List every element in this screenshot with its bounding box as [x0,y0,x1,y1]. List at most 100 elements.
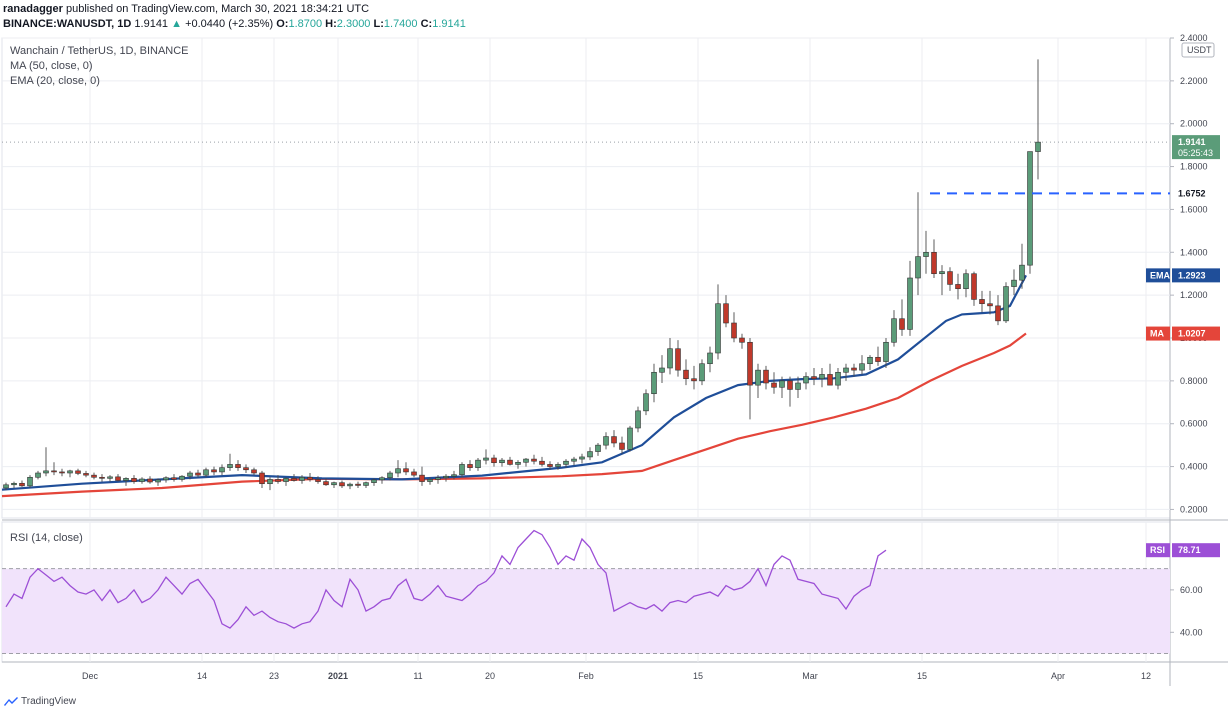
candle-down [731,322,737,339]
candle-down [131,478,137,482]
candle-down [955,284,961,290]
candle-down [195,472,201,476]
candle-down [419,474,425,482]
candle-down [315,479,321,482]
author-name[interactable]: ranadagger [3,3,63,15]
candle-up [363,482,369,486]
candle-down [827,374,833,386]
rsi-band [2,568,1170,654]
candle-down [491,457,497,464]
published-text: published on TradingView.com, March 30, … [65,3,370,15]
candle-up [843,367,849,373]
tradingview-logo-icon [4,697,18,706]
ema-value-label: 1.2923 [1178,270,1206,280]
open-value: 1.8700 [288,18,323,30]
candle-up [1003,286,1009,322]
candle-down [251,469,257,474]
rsi-value-label: 78.71 [1178,545,1201,555]
open-label: O: [276,18,289,30]
candle-down [747,341,753,386]
candle-down [547,464,553,467]
candle-up [883,341,889,362]
price-tick-label: 2.0000 [1180,119,1208,129]
candle-down [531,458,537,462]
candle-down [19,482,25,487]
time-tick-label: Dec [82,671,99,681]
level-tag-bg [1172,186,1220,201]
symbol-label: BINANCE:WANUSDT, 1D [3,18,132,30]
candle-up [835,371,841,386]
candle-up [939,271,945,275]
candle-up [579,456,585,460]
candle-down [235,464,241,468]
rsi-legend[interactable]: RSI (14, close) [10,532,83,544]
candle-down [899,318,905,330]
candle-up [371,479,377,483]
high-value: 2.3000 [336,18,371,30]
candle-up [643,393,649,412]
candle-up [779,380,785,388]
candle-down [243,467,249,471]
candle-down [787,380,793,390]
candle-down [275,479,281,482]
candle-up [267,479,273,485]
candle-down [59,471,65,474]
candle-down [931,251,937,275]
candle-down [675,348,681,371]
candle-up [819,374,825,380]
candle-down [683,369,689,380]
candle-up [443,475,449,479]
candle-down [211,469,217,473]
candle-up [803,376,809,384]
candle-down [875,356,881,362]
candle-up [635,410,641,429]
candle-up [203,469,209,476]
price-tick-label: 0.4000 [1180,462,1208,472]
candle-down [291,478,297,481]
candle-down [979,299,985,305]
footer-brand: TradingView [4,696,76,707]
candle-up [123,478,129,481]
candle-up [523,458,529,463]
ema-legend[interactable]: EMA (20, close, 0) [10,75,100,87]
currency-label: USDT [1187,45,1212,55]
candle-up [867,356,873,365]
candle-up [627,427,633,450]
candle-down [355,483,361,486]
candle-down [323,481,329,486]
candle-down [771,382,777,388]
time-tick-label: 12 [1141,671,1151,681]
price-tick-label: 0.2000 [1180,504,1208,514]
price-tick-label: 1.4000 [1180,247,1208,257]
candle-up [187,472,193,477]
price-tick-label: 1.2000 [1180,290,1208,300]
candle-up [571,458,577,462]
candle-down [739,337,745,343]
time-tick-label: 15 [917,671,927,681]
candle-up [1011,279,1017,287]
candle-up [283,478,289,482]
ma-value-label: 1.0207 [1178,329,1206,339]
candle-down [307,476,313,480]
candle-up [227,464,233,468]
candle-up [515,461,521,465]
candle-up [387,472,393,479]
candle-down [83,473,89,476]
candle-down [339,482,345,487]
ma-tag-bg [1146,326,1170,341]
rsi-tick-label: 60.00 [1180,585,1203,595]
time-tick-label: 23 [269,671,279,681]
candle-up [379,477,385,481]
candle-up [163,477,169,481]
rsi-tag-label: RSI [1150,545,1165,555]
publish-info: ranadagger published on TradingView.com,… [3,3,369,15]
ma-legend[interactable]: MA (50, close, 0) [10,60,93,72]
time-tick-label: 15 [693,671,703,681]
candle-up [331,482,337,486]
change-value: +0.0440 (+2.35%) [185,18,274,30]
candle-down [691,378,697,382]
candle-up [699,363,705,382]
candle-up [139,478,145,482]
